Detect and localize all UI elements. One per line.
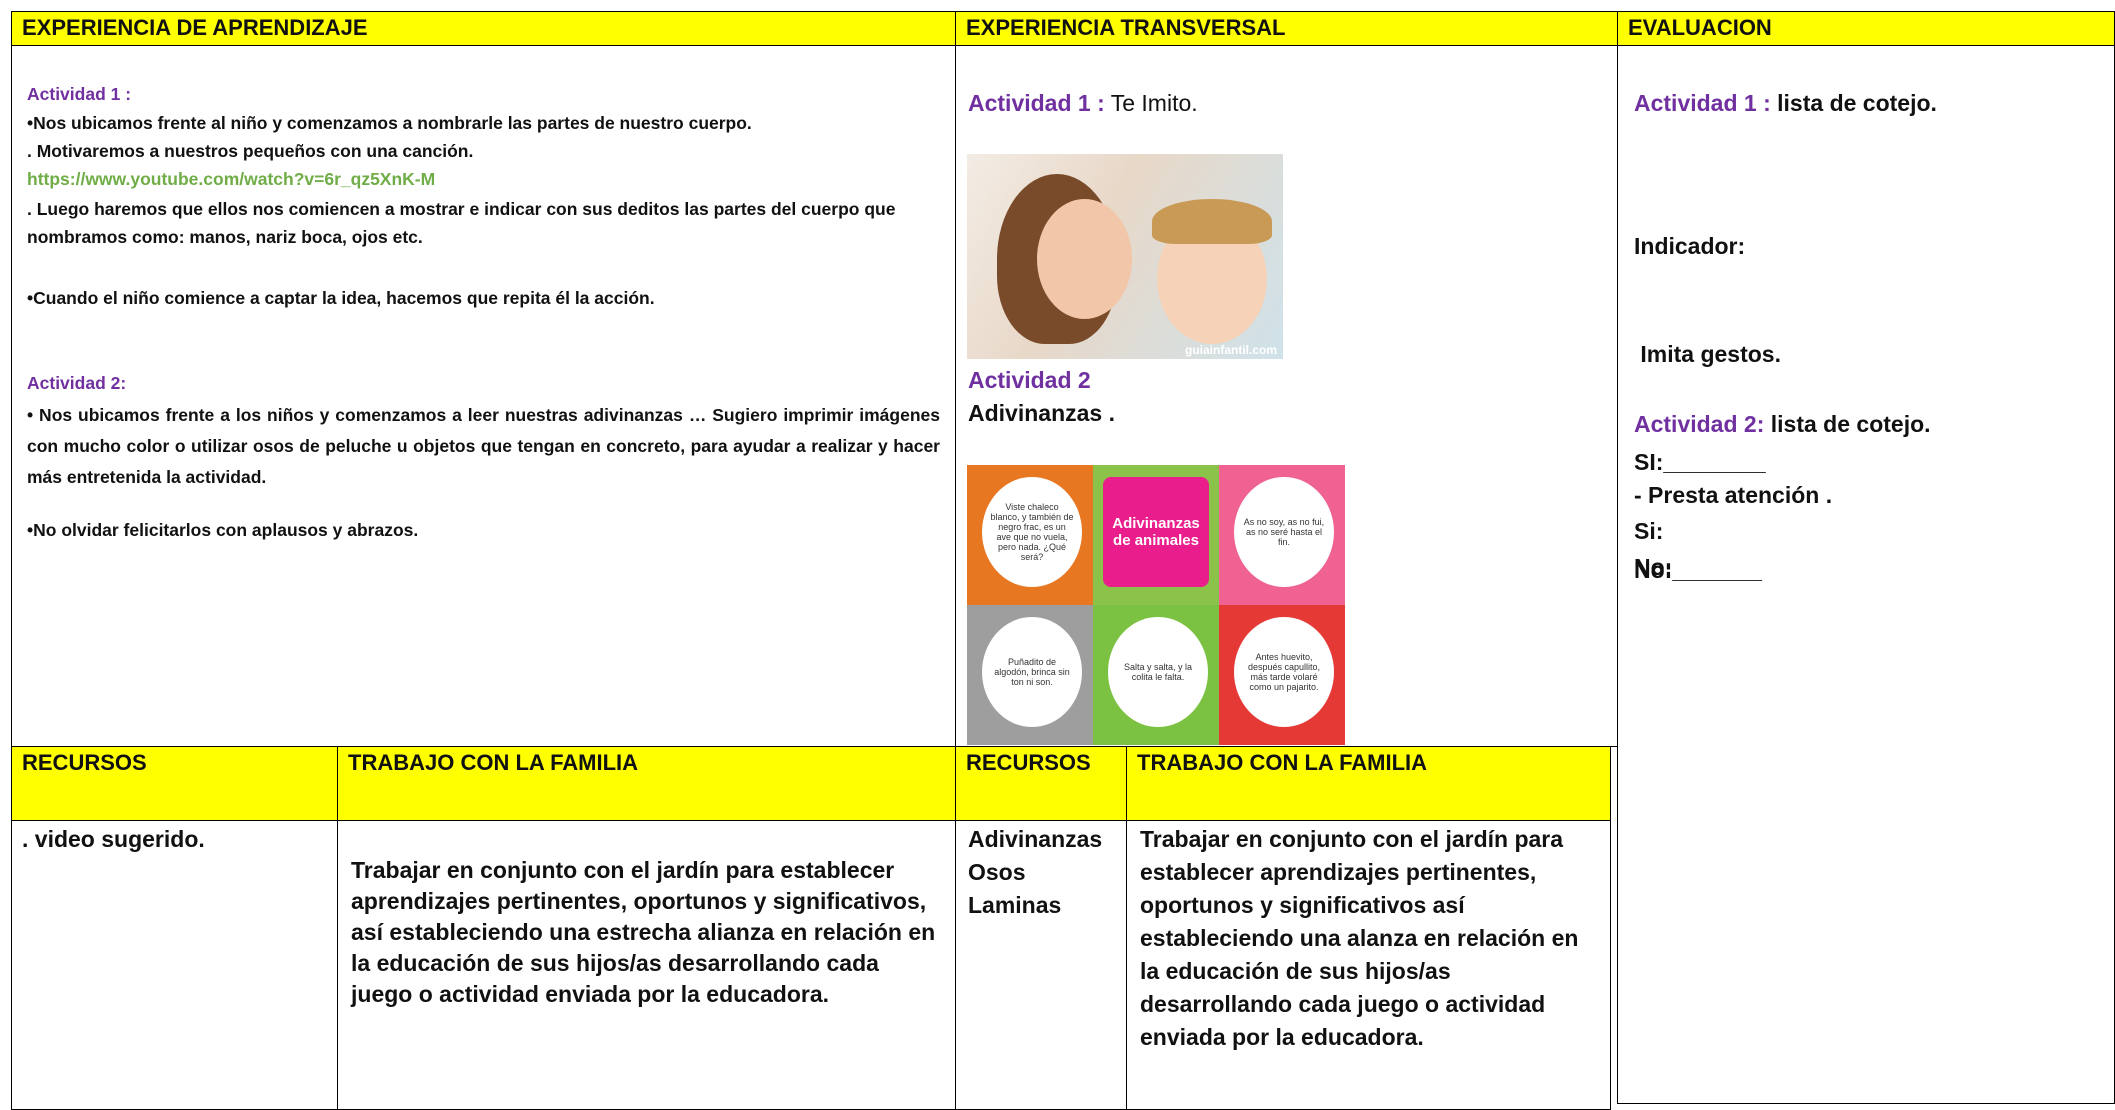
tile-text: Puñadito de algodón, brinca sin ton ni s… xyxy=(982,617,1082,727)
tile: As no soy, as no fui, as no seré hasta e… xyxy=(1219,465,1345,605)
text: Si: xyxy=(1634,518,1664,544)
image-shape xyxy=(1037,199,1132,319)
list: Adivinanzas Osos Laminas xyxy=(968,823,1102,922)
cell xyxy=(11,820,338,1110)
text: Adivinanzas . xyxy=(968,400,1115,426)
list: - Presta atención . Si: No: xyxy=(1634,477,1832,585)
tile: Adivinanzas de animales xyxy=(1093,465,1219,605)
list: Indicador: Imita gestos. SI:________ No:… xyxy=(1634,156,1781,624)
text: No: xyxy=(1634,554,1673,580)
tile: Salta y salta, y la colita le falta. xyxy=(1093,605,1219,745)
header-text: TRABAJO CON LA FAMILIA xyxy=(348,750,639,775)
line: Actividad 1 : Te Imito. xyxy=(968,88,1198,118)
text: Te Imito. xyxy=(1104,90,1198,116)
header-cell: TRABAJO CON LA FAMILIA xyxy=(337,746,956,821)
image: Viste chaleco blanco, y también de negro… xyxy=(967,465,1345,746)
text: •No olvidar felicitarlos con aplausos y … xyxy=(27,520,419,540)
tile: Antes huevito, después capullito, más ta… xyxy=(1219,605,1345,745)
tile-text: As no soy, as no fui, as no seré hasta e… xyxy=(1234,477,1334,587)
line: Actividad 1 : lista de cotejo. xyxy=(1634,88,1937,118)
header-text: EXPERIENCIA TRANSVERSAL xyxy=(966,15,1286,40)
tile-text: Salta y salta, y la colita le falta. xyxy=(1108,617,1208,727)
header-cell: EXPERIENCIA TRANSVERSAL xyxy=(955,11,1618,46)
tile-text: Viste chaleco blanco, y también de negro… xyxy=(982,477,1082,587)
watermark: guiainfantil.com xyxy=(1184,343,1277,357)
header-text: RECURSOS xyxy=(22,750,147,775)
activity-label: Actividad 1 : xyxy=(1634,90,1771,116)
text: •Cuando el niño comience a captar la ide… xyxy=(27,288,655,308)
image-shape xyxy=(1152,199,1272,244)
header-text: EVALUACION xyxy=(1628,15,1772,40)
activity-label: Actividad 2: xyxy=(27,373,127,393)
text: . Luego haremos que ellos nos comiencen … xyxy=(27,199,896,247)
text: SI:________ xyxy=(1634,449,1766,475)
text: •Nos ubicamos frente al niño y comenzamo… xyxy=(27,113,752,133)
text: Trabajar en conjunto con el jardín para … xyxy=(351,857,936,1007)
activity-label: Actividad 1 : xyxy=(27,84,132,104)
text: Adivinanzas xyxy=(968,826,1103,852)
tile-text: Adivinanzas de animales xyxy=(1103,477,1209,587)
header-text: RECURSOS xyxy=(966,750,1091,775)
activity-label: Actividad 2 xyxy=(968,367,1091,393)
tile: Puñadito de algodón, brinca sin ton ni s… xyxy=(967,605,1093,745)
text: Indicador: xyxy=(1634,233,1746,259)
image: guiainfantil.com xyxy=(967,154,1283,359)
text: Imita gestos. xyxy=(1634,341,1781,367)
tile: Viste chaleco blanco, y también de negro… xyxy=(967,465,1093,605)
text: . video sugerido. xyxy=(22,826,205,852)
activity-label: Actividad 1 : xyxy=(968,90,1105,116)
text: lista de cotejo. xyxy=(1764,411,1931,437)
line: Actividad 2: lista de cotejo. xyxy=(1634,406,1931,442)
text: • Nos ubicamos frente a los niños y come… xyxy=(27,405,940,487)
text: . Motivaremos a nuestros pequeños con un… xyxy=(27,141,474,161)
header-cell: RECURSOS xyxy=(11,746,338,821)
activity-label: Actividad 2: xyxy=(1634,411,1765,437)
text: - Presta atención . xyxy=(1634,482,1833,508)
text: No:_______ xyxy=(1634,557,1762,583)
header-cell: RECURSOS xyxy=(955,746,1127,821)
text: lista de cotejo. xyxy=(1770,90,1937,116)
header-text: EXPERIENCIA DE APRENDIZAJE xyxy=(22,15,368,40)
text: Trabajar en conjunto con el jardín para … xyxy=(1140,826,1579,1050)
header-text: TRABAJO CON LA FAMILIA xyxy=(1137,750,1428,775)
header-cell: EVALUACION xyxy=(1617,11,2115,46)
header-cell: TRABAJO CON LA FAMILIA xyxy=(1126,746,1611,821)
text: Osos xyxy=(968,859,1026,885)
tile-text: Antes huevito, después capullito, más ta… xyxy=(1234,617,1334,727)
link[interactable]: https://www.youtube.com/watch?v=6r_qz5Xn… xyxy=(27,169,436,189)
header-cell: EXPERIENCIA DE APRENDIZAJE xyxy=(11,11,956,46)
text: Laminas xyxy=(968,892,1062,918)
